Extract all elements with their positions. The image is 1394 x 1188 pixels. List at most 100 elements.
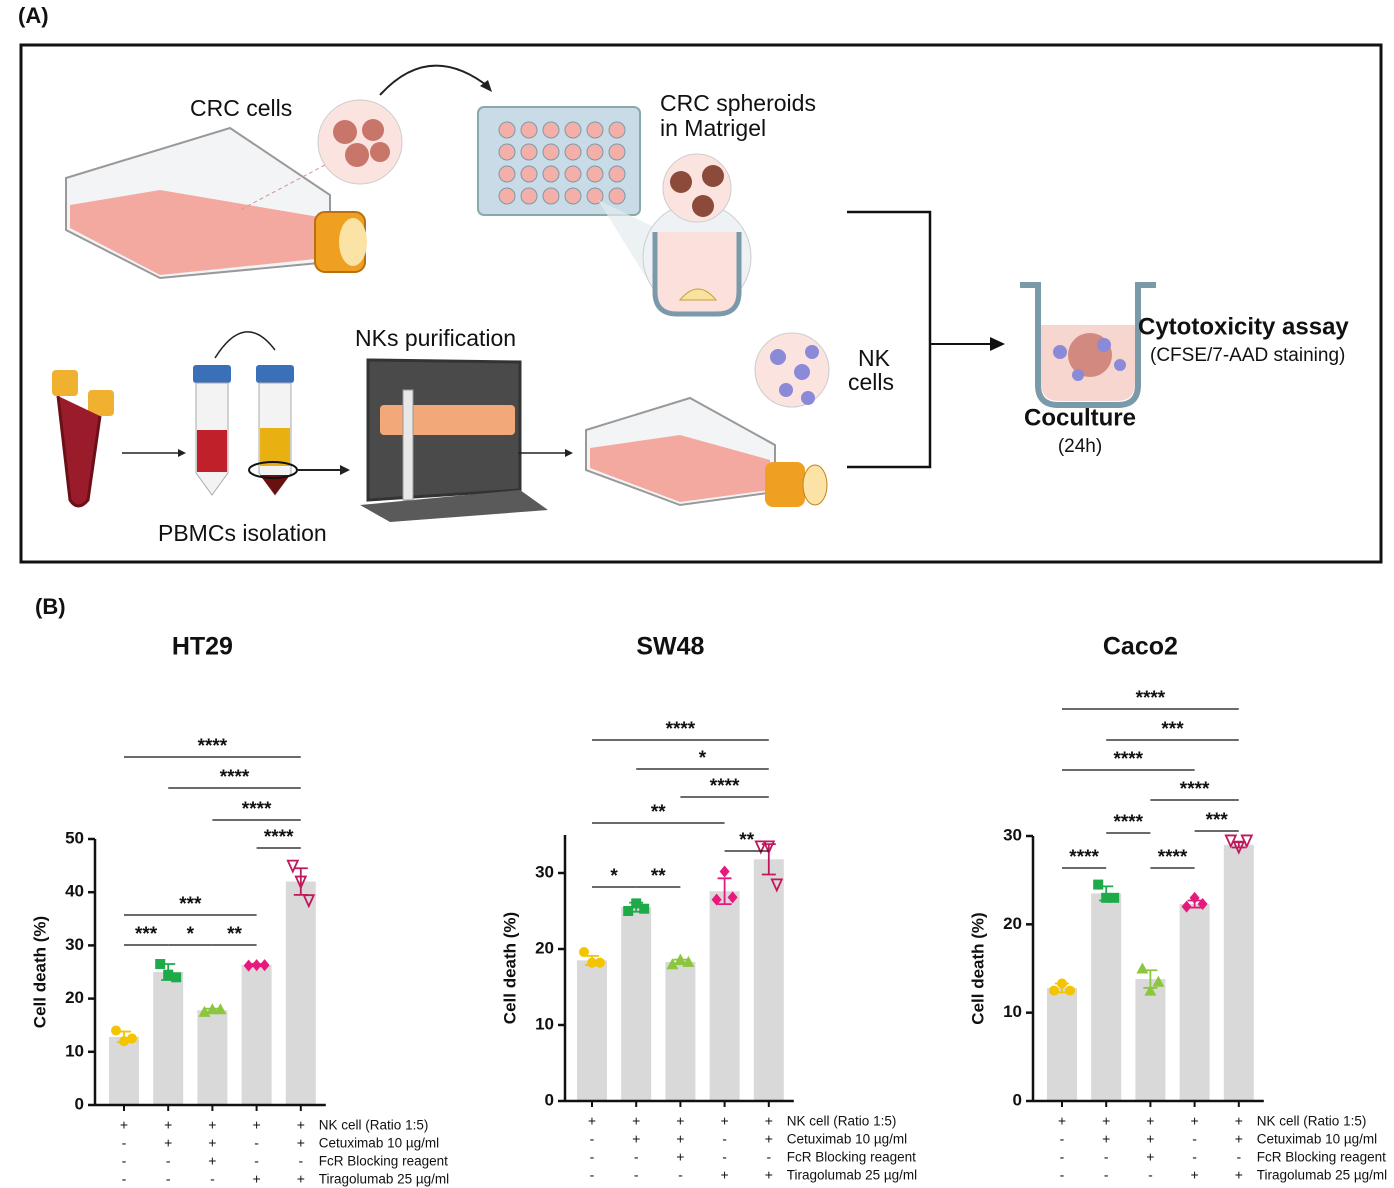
- data-point: [243, 959, 254, 972]
- condition-sign: -: [1192, 1149, 1197, 1165]
- label: Coculture: [1024, 404, 1136, 431]
- data-point: [171, 972, 182, 983]
- arrow-head: [480, 80, 492, 92]
- data-point: [1189, 891, 1200, 904]
- condition-sign: -: [766, 1149, 771, 1165]
- condition-sign: -: [678, 1167, 683, 1183]
- y-tick-label: 20: [535, 938, 554, 957]
- arrow-head: [340, 465, 350, 475]
- condition-label: Tiragolumab 25 µg/ml: [787, 1168, 917, 1183]
- merge-line: [847, 210, 932, 469]
- label: CRC cells: [190, 95, 292, 121]
- condition-sign: -: [298, 1153, 303, 1169]
- condition-sign: -: [1148, 1167, 1153, 1183]
- condition-sign: -: [1060, 1131, 1065, 1147]
- bar: [153, 972, 184, 1105]
- condition-sign: +: [632, 1113, 640, 1129]
- significance-label: ****: [242, 799, 272, 820]
- significance-label: ****: [264, 827, 294, 848]
- bar: [621, 907, 652, 1101]
- condition-sign: +: [208, 1153, 216, 1169]
- data-point: [1049, 985, 1059, 996]
- condition-sign: -: [590, 1131, 595, 1147]
- condition-sign: +: [1191, 1167, 1199, 1183]
- condition-sign: -: [1060, 1167, 1065, 1183]
- well-plate: [477, 106, 641, 216]
- data-point: [1093, 879, 1104, 890]
- bar: [1047, 987, 1077, 1101]
- data-point: [119, 1036, 129, 1047]
- condition-sign: -: [122, 1153, 127, 1169]
- y-tick-label: 10: [65, 1041, 84, 1060]
- condition-sign: +: [1146, 1149, 1154, 1165]
- bar: [709, 891, 740, 1101]
- condition-sign: +: [297, 1135, 305, 1151]
- condition-label: Cetuximab 10 µg/ml: [1257, 1132, 1377, 1147]
- data-point: [1109, 892, 1120, 903]
- condition-label: Tiragolumab 25 µg/ml: [1257, 1168, 1387, 1183]
- condition-sign: +: [297, 1171, 305, 1187]
- condition-sign: -: [722, 1131, 727, 1147]
- label: NK: [858, 345, 891, 371]
- condition-sign: +: [765, 1167, 773, 1183]
- data-point: [206, 1003, 219, 1015]
- data-point: [155, 959, 166, 970]
- y-axis-label: Cell death (%): [500, 912, 519, 1024]
- condition-sign: -: [166, 1171, 171, 1187]
- bar: [753, 859, 784, 1101]
- condition-sign: -: [590, 1167, 595, 1183]
- bar: [109, 1036, 139, 1105]
- bar: [197, 1010, 228, 1105]
- significance-label: ***: [135, 924, 158, 945]
- condition-sign: +: [253, 1171, 261, 1187]
- condition-sign: +: [632, 1131, 640, 1147]
- condition-label: FcR Blocking reagent: [319, 1154, 448, 1169]
- data-point: [1136, 962, 1149, 974]
- arrow: [379, 64, 491, 96]
- data-point: [623, 906, 634, 916]
- data-point: [674, 953, 687, 965]
- significance-label: **: [739, 830, 754, 851]
- condition-sign: -: [634, 1149, 639, 1165]
- blood-tubes: [52, 370, 114, 508]
- y-axis-label: Cell death (%): [968, 912, 987, 1024]
- bar: [577, 960, 607, 1101]
- panel-label: (B): [35, 594, 66, 619]
- condition-sign: -: [254, 1153, 259, 1169]
- arrow-head: [565, 449, 573, 457]
- significance-label: *: [187, 924, 195, 945]
- condition-sign: +: [721, 1167, 729, 1183]
- y-tick-label: 50: [65, 828, 84, 847]
- data-point: [302, 894, 316, 909]
- significance-label: ****: [198, 736, 228, 757]
- condition-sign: +: [1235, 1113, 1243, 1129]
- significance-label: ****: [1180, 779, 1210, 800]
- data-point: [579, 947, 589, 958]
- label: cells: [848, 369, 894, 395]
- y-tick-label: 20: [1003, 914, 1022, 933]
- data-point: [587, 957, 597, 968]
- significance-label: ****: [1114, 749, 1144, 770]
- condition-sign: -: [1236, 1149, 1241, 1165]
- data-point: [754, 840, 768, 855]
- nk-zoom: [754, 332, 830, 408]
- data-point: [711, 893, 722, 906]
- y-tick-label: 10: [1003, 1002, 1022, 1021]
- data-point: [163, 969, 174, 980]
- arrow-head: [178, 449, 186, 457]
- error-bar: [717, 877, 732, 906]
- condition-sign: -: [590, 1149, 595, 1165]
- condition-sign: -: [122, 1135, 127, 1151]
- significance-label: ***: [179, 894, 202, 915]
- condition-label: FcR Blocking reagent: [1257, 1150, 1386, 1165]
- significance-label: ****: [710, 776, 740, 797]
- y-axis-label: Cell death (%): [30, 916, 49, 1028]
- significance-label: ***: [1161, 719, 1184, 740]
- condition-sign: -: [634, 1167, 639, 1183]
- condition-label: Cetuximab 10 µg/ml: [787, 1132, 907, 1147]
- label: NKs purification: [355, 325, 516, 351]
- condition-sign: -: [1192, 1131, 1197, 1147]
- y-tick-label: 30: [1003, 825, 1022, 844]
- data-point: [1144, 984, 1157, 996]
- label: (24h): [1058, 436, 1102, 457]
